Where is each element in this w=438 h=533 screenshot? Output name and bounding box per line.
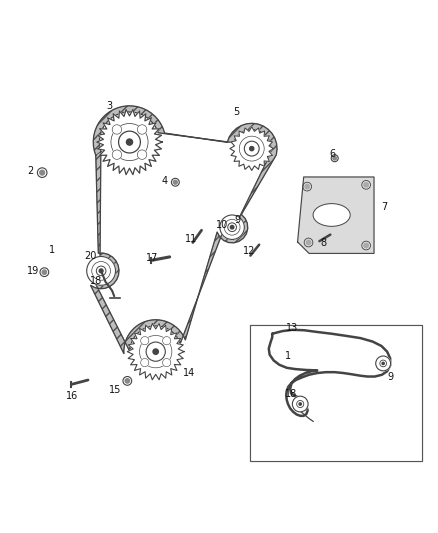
Text: 15: 15: [110, 385, 122, 394]
Circle shape: [292, 396, 308, 412]
Polygon shape: [97, 109, 162, 175]
Circle shape: [244, 141, 259, 156]
Text: 3: 3: [107, 101, 113, 111]
Circle shape: [42, 270, 46, 274]
Text: 6: 6: [329, 149, 336, 159]
Text: 19: 19: [27, 266, 39, 276]
Circle shape: [173, 180, 177, 184]
Polygon shape: [91, 106, 277, 353]
Text: 11: 11: [184, 233, 197, 244]
Polygon shape: [297, 177, 374, 253]
Text: 12: 12: [243, 246, 255, 256]
Text: 2: 2: [27, 166, 34, 176]
Circle shape: [250, 147, 254, 151]
Circle shape: [146, 342, 165, 361]
Text: 18: 18: [90, 276, 102, 286]
Circle shape: [305, 184, 309, 189]
Ellipse shape: [313, 204, 350, 227]
Circle shape: [376, 356, 391, 371]
Circle shape: [306, 240, 311, 245]
Text: 20: 20: [84, 252, 96, 262]
Circle shape: [125, 379, 130, 383]
Circle shape: [153, 349, 159, 354]
Circle shape: [162, 359, 171, 367]
Circle shape: [230, 225, 234, 229]
Circle shape: [127, 139, 133, 145]
Bar: [250, 326, 422, 461]
Circle shape: [220, 215, 244, 239]
Polygon shape: [230, 127, 274, 171]
Circle shape: [364, 244, 368, 248]
Text: 14: 14: [183, 368, 195, 378]
Circle shape: [138, 125, 147, 134]
Circle shape: [333, 157, 336, 160]
Text: 9: 9: [235, 215, 241, 225]
Text: 17: 17: [146, 253, 159, 263]
Circle shape: [141, 337, 149, 345]
Text: 16: 16: [66, 391, 78, 401]
Text: 9: 9: [388, 372, 394, 382]
Polygon shape: [91, 106, 277, 353]
Text: 7: 7: [381, 202, 387, 212]
Circle shape: [299, 403, 301, 405]
Text: 8: 8: [321, 238, 327, 248]
Circle shape: [141, 359, 149, 367]
Circle shape: [87, 256, 116, 285]
Text: 18: 18: [285, 389, 297, 399]
Circle shape: [382, 362, 384, 365]
Circle shape: [364, 183, 368, 187]
Circle shape: [162, 337, 171, 345]
Circle shape: [40, 170, 45, 175]
Circle shape: [119, 131, 141, 153]
Bar: [250, 326, 422, 461]
Polygon shape: [127, 324, 184, 380]
Text: 13: 13: [286, 324, 298, 334]
Circle shape: [99, 269, 103, 273]
Text: 10: 10: [216, 221, 229, 230]
Text: 5: 5: [233, 107, 240, 117]
Text: 4: 4: [161, 176, 167, 187]
Circle shape: [112, 150, 122, 159]
Text: 1: 1: [285, 351, 291, 361]
Text: 1: 1: [49, 245, 55, 255]
Circle shape: [112, 125, 122, 134]
Circle shape: [138, 150, 147, 159]
